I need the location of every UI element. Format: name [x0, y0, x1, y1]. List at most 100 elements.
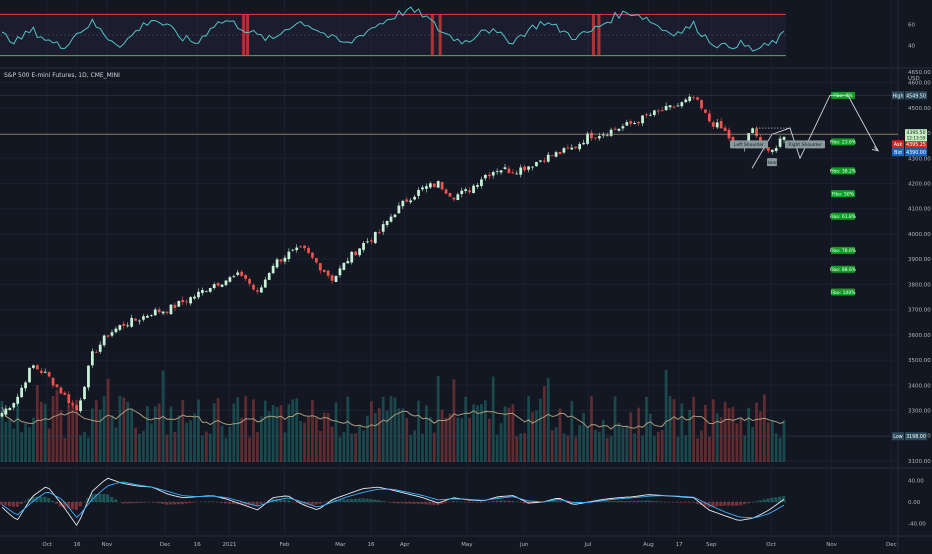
- volume-bar: [319, 431, 322, 462]
- volume-bar: [197, 400, 200, 462]
- oscillator-histogram-bar: [51, 501, 54, 502]
- volume-bar: [264, 401, 267, 462]
- candle-body: [661, 110, 664, 111]
- candle-body: [75, 405, 78, 410]
- candle-body: [504, 167, 507, 169]
- fib-label-text: Fibo: 100%: [831, 290, 857, 296]
- oscillator-histogram-bar: [39, 497, 42, 502]
- volume-bar: [519, 433, 522, 462]
- oscillator-histogram-bar: [122, 502, 125, 504]
- oscillator-histogram-bar: [157, 502, 160, 503]
- oscillator-histogram-bar: [405, 502, 408, 504]
- candle-body: [315, 258, 318, 262]
- volume-bar: [56, 390, 59, 462]
- candle-body: [496, 171, 499, 172]
- candle-body: [543, 161, 546, 162]
- oscillator-histogram-bar: [98, 494, 101, 502]
- volume-bar: [134, 428, 137, 462]
- candle-body: [177, 301, 180, 307]
- oscillator-histogram-bar: [369, 499, 372, 502]
- candle-body: [346, 261, 349, 263]
- candle-body: [229, 277, 232, 282]
- volume-bar: [272, 405, 275, 462]
- volume-bar: [684, 435, 687, 462]
- oscillator-histogram-bar: [476, 502, 479, 503]
- candle-body: [720, 121, 723, 128]
- oscillator-histogram-bar: [621, 501, 624, 502]
- volume-bar: [555, 427, 558, 462]
- candle-body: [126, 325, 129, 326]
- high-price-label-value-text: 4549.50: [906, 93, 926, 99]
- oscillator-histogram-bar: [692, 502, 695, 503]
- volume-bar: [413, 430, 416, 462]
- rsi-overbought-marker: [597, 14, 600, 55]
- volume-bar: [586, 427, 589, 462]
- oscillator-histogram-bar: [499, 500, 502, 502]
- candle-body: [5, 409, 8, 415]
- oscillator-histogram-bar: [165, 502, 168, 505]
- candle-body: [48, 372, 51, 376]
- candle-body: [205, 291, 208, 292]
- fib-level-label: Fibo: 61.8%: [830, 213, 857, 220]
- time-tick-label: Feb: [280, 542, 290, 548]
- volume-bar: [252, 399, 255, 462]
- candle-body: [272, 266, 275, 273]
- candle-body: [515, 174, 518, 175]
- volume-bar: [335, 402, 338, 462]
- candle-body: [221, 285, 224, 287]
- candle-body: [295, 248, 298, 250]
- volume-bar: [527, 396, 530, 462]
- candle-body: [252, 285, 255, 290]
- volume-bar: [158, 404, 161, 462]
- oscillator-histogram-bar: [4, 502, 7, 505]
- volume-bar: [232, 404, 235, 462]
- oscillator-histogram-bar: [609, 501, 612, 502]
- candle-body: [394, 215, 397, 217]
- candle-body: [449, 193, 452, 197]
- volume-bar: [225, 438, 228, 462]
- volume-bar: [771, 420, 774, 462]
- volume-bar: [260, 416, 263, 462]
- volume-bar: [429, 417, 432, 462]
- price-tick-label: 4500.00: [908, 106, 931, 112]
- candle-body: [354, 252, 357, 256]
- fib-label-text: Fibo: 50%: [832, 191, 855, 197]
- oscillator-histogram-bar: [605, 501, 608, 502]
- candle-body: [606, 135, 609, 136]
- oscillator-histogram-bar: [676, 502, 679, 503]
- candle-body: [629, 121, 632, 124]
- candle-body: [268, 273, 271, 280]
- oscillator-histogram-bar: [688, 502, 691, 503]
- oscillator-histogram-bar: [393, 502, 396, 503]
- oscillator-histogram-bar: [727, 502, 730, 506]
- time-tick-label: Dec: [886, 542, 897, 548]
- oscillator-histogram-bar: [291, 501, 294, 502]
- symbol-title[interactable]: S&P 500 E-mini Futures, 1D, CME_MINI: [4, 72, 120, 79]
- candle-body: [115, 329, 118, 333]
- volume-bar: [653, 436, 656, 462]
- candle-body: [142, 316, 145, 319]
- candle-body: [751, 128, 754, 133]
- time-tick-label: Oct: [766, 542, 776, 548]
- rsi-overbought-marker: [246, 14, 249, 55]
- rsi-pane: [0, 7, 786, 56]
- oscillator-histogram-bar: [43, 497, 46, 502]
- volume-bar: [115, 427, 118, 462]
- currency-label: USD: [908, 76, 920, 82]
- candle-body: [708, 114, 711, 122]
- candle-body: [582, 143, 585, 144]
- oscillator-histogram-bar: [417, 502, 420, 504]
- candle-body: [456, 194, 459, 200]
- oscillator-histogram-bar: [503, 501, 506, 502]
- volume-bar: [299, 421, 302, 462]
- fib-label-text: Fibo: 0%: [833, 93, 853, 99]
- volume-bar: [138, 434, 141, 462]
- price-tick-label: 3100.00: [908, 459, 931, 465]
- candle-body: [755, 128, 758, 136]
- volume-bar: [625, 426, 628, 462]
- price-tick-label: 4000.00: [908, 232, 931, 238]
